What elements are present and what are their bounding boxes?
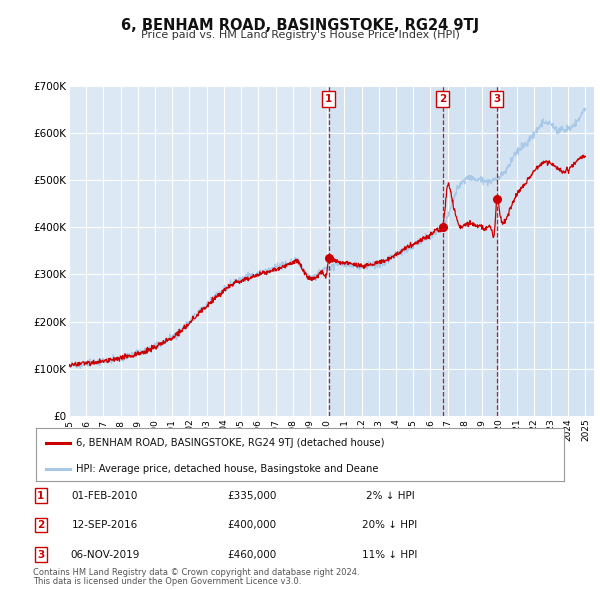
Text: 2: 2 [439, 94, 446, 104]
Text: £400,000: £400,000 [227, 520, 277, 530]
Text: 6, BENHAM ROAD, BASINGSTOKE, RG24 9TJ: 6, BENHAM ROAD, BASINGSTOKE, RG24 9TJ [121, 18, 479, 32]
Text: Price paid vs. HM Land Registry's House Price Index (HPI): Price paid vs. HM Land Registry's House … [140, 30, 460, 40]
Text: 12-SEP-2016: 12-SEP-2016 [72, 520, 138, 530]
Text: 1: 1 [37, 491, 44, 500]
Text: Contains HM Land Registry data © Crown copyright and database right 2024.: Contains HM Land Registry data © Crown c… [33, 568, 359, 577]
Text: 1: 1 [325, 94, 332, 104]
Text: £460,000: £460,000 [227, 550, 277, 559]
Text: 20% ↓ HPI: 20% ↓ HPI [362, 520, 418, 530]
Bar [329, 86, 594, 416]
Text: £335,000: £335,000 [227, 491, 277, 500]
Text: 6, BENHAM ROAD, BASINGSTOKE, RG24 9TJ (detached house): 6, BENHAM ROAD, BASINGSTOKE, RG24 9TJ (d… [76, 438, 384, 448]
Text: 11% ↓ HPI: 11% ↓ HPI [362, 550, 418, 559]
Text: 2% ↓ HPI: 2% ↓ HPI [365, 491, 415, 500]
Text: HPI: Average price, detached house, Basingstoke and Deane: HPI: Average price, detached house, Basi… [76, 464, 378, 474]
Text: This data is licensed under the Open Government Licence v3.0.: This data is licensed under the Open Gov… [33, 578, 301, 586]
Text: 2: 2 [37, 520, 44, 530]
Text: 01-FEB-2010: 01-FEB-2010 [72, 491, 138, 500]
Text: 3: 3 [37, 550, 44, 559]
Text: 3: 3 [493, 94, 500, 104]
Text: 06-NOV-2019: 06-NOV-2019 [70, 550, 140, 559]
